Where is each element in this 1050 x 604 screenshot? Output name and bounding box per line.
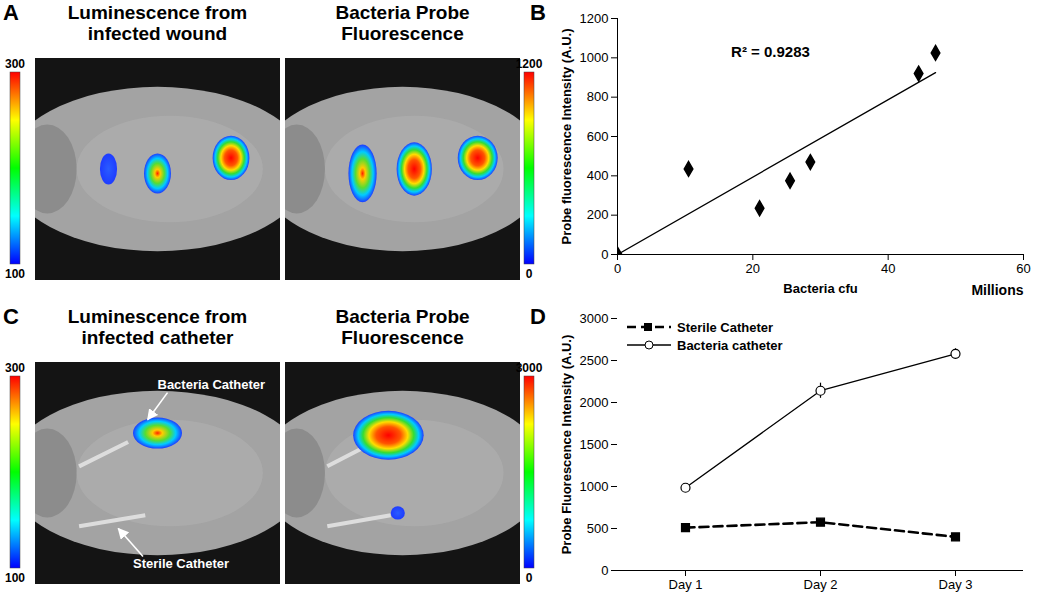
svg-text:Sterile Catheter: Sterile Catheter xyxy=(133,556,229,571)
svg-text:300: 300 xyxy=(5,361,25,375)
svg-text:300: 300 xyxy=(5,57,25,71)
svg-text:1500: 1500 xyxy=(580,437,609,452)
svg-text:0: 0 xyxy=(601,563,608,578)
svg-text:60: 60 xyxy=(1016,261,1030,276)
svg-text:Bacteria cfu: Bacteria cfu xyxy=(783,281,857,296)
svg-text:0: 0 xyxy=(526,267,533,281)
html-text:Sterile Catheter: Sterile Catheter xyxy=(677,319,774,335)
svg-text:Day 1: Day 1 xyxy=(669,577,703,592)
svg-text:20: 20 xyxy=(746,261,760,276)
svg-text:3000: 3000 xyxy=(516,361,543,375)
svg-text:100: 100 xyxy=(5,267,25,281)
svg-text:40: 40 xyxy=(881,261,895,276)
svg-text:R² = 0.9283: R² = 0.9283 xyxy=(731,43,810,60)
html-text:Luminescence from infected cat: Luminescence from infected catheter xyxy=(67,306,248,348)
svg-text:1200: 1200 xyxy=(580,11,609,26)
html-text:Bacteria Probe Fluorescence: Bacteria Probe Fluorescence xyxy=(335,306,470,348)
svg-text:1000: 1000 xyxy=(580,479,609,494)
html-text:Bacteria catheter: Bacteria catheter xyxy=(677,337,783,353)
svg-text:0: 0 xyxy=(526,571,533,585)
html-text:Bacteria Probe Fluorescence: Bacteria Probe Fluorescence xyxy=(335,2,470,44)
svg-text:1000: 1000 xyxy=(580,50,609,65)
html-text:C: C xyxy=(3,304,19,329)
svg-text:3000: 3000 xyxy=(580,311,609,326)
svg-text:100: 100 xyxy=(5,571,25,585)
svg-text:800: 800 xyxy=(587,89,609,104)
svg-text:1200: 1200 xyxy=(516,57,543,71)
html-text:B: B xyxy=(530,0,546,25)
svg-text:400: 400 xyxy=(587,168,609,183)
svg-text:Day 3: Day 3 xyxy=(939,577,973,592)
svg-text:2000: 2000 xyxy=(580,395,609,410)
html-text:Luminescence from infected wou: Luminescence from infected wound xyxy=(67,2,248,44)
svg-text:600: 600 xyxy=(587,129,609,144)
svg-text:2500: 2500 xyxy=(580,353,609,368)
svg-text:Millions: Millions xyxy=(971,282,1023,298)
svg-text:0: 0 xyxy=(601,247,608,262)
svg-text:Probe fluorescence Intensity (: Probe fluorescence Intensity (A.U.) xyxy=(559,29,574,245)
svg-text:200: 200 xyxy=(587,207,609,222)
svg-text:Probe Fluorescence Intensity (: Probe Fluorescence Intensity (A.U.) xyxy=(559,335,574,555)
svg-text:Bacteria Catheter: Bacteria Catheter xyxy=(158,377,266,392)
html-text:A: A xyxy=(3,0,19,25)
html-text:D: D xyxy=(530,304,546,329)
svg-text:0: 0 xyxy=(614,261,621,276)
svg-text:500: 500 xyxy=(587,521,609,536)
svg-text:Day 2: Day 2 xyxy=(804,577,838,592)
